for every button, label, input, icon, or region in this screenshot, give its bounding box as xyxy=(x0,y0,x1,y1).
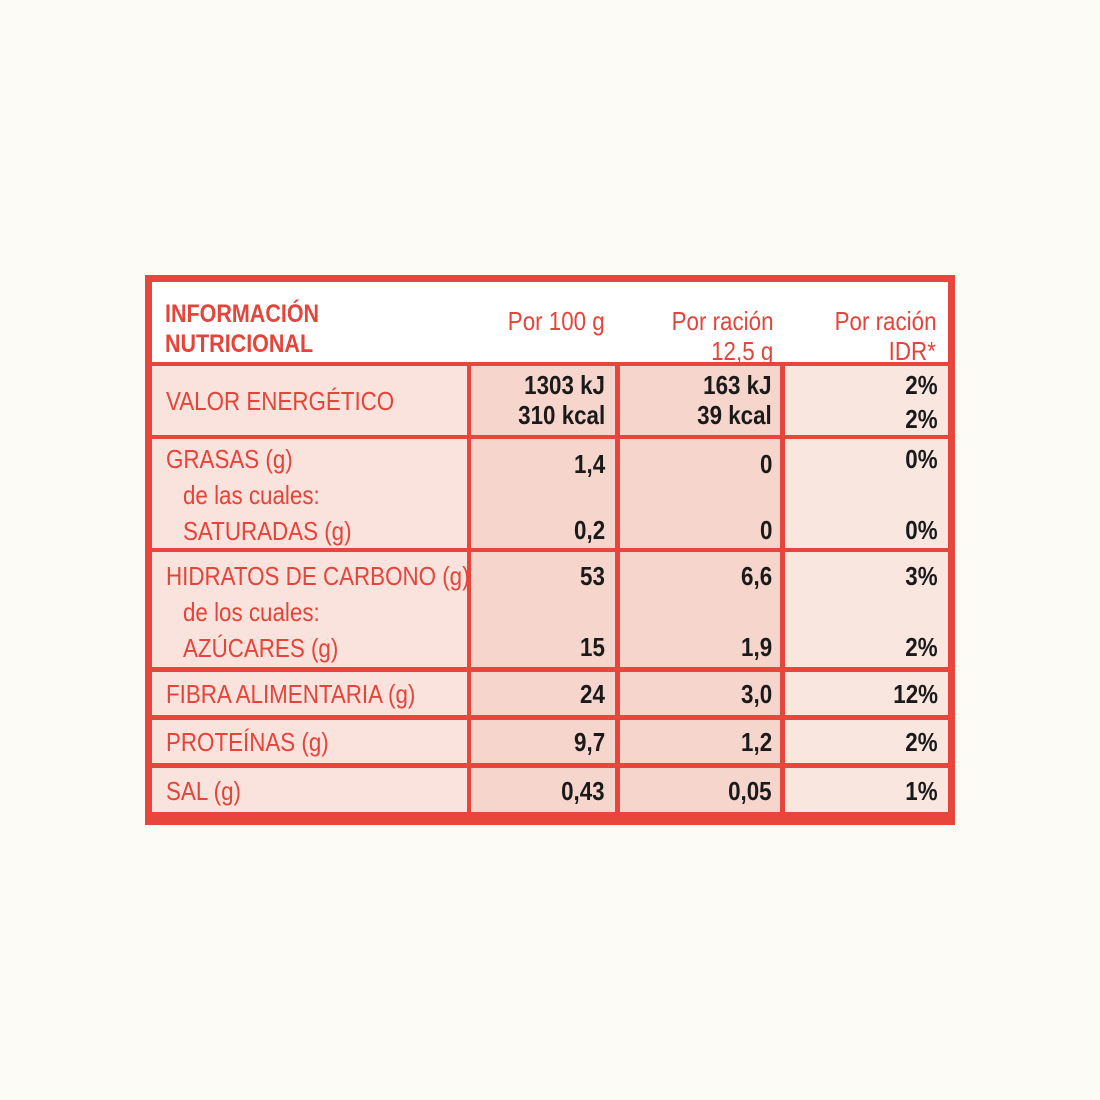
row-protein-idr-cell: 2% xyxy=(785,720,948,763)
row-salt-idr-cell: 1% xyxy=(785,768,948,812)
row-carbs-per100-cell: 53 15 xyxy=(471,552,615,667)
row-energy-per100-kcal: 310 kcal xyxy=(517,400,605,430)
row-salt-portion: 0,05 xyxy=(728,776,772,806)
row-energy-per100-cell: 1303 kJ 310 kcal xyxy=(471,366,615,435)
header-title-line1: INFORMACIÓN xyxy=(165,300,320,328)
row-carbs-label-cell: HIDRATOS DE CARBONO (g) de los cuales: A… xyxy=(152,552,470,667)
header-col-per100-cell: Por 100 g xyxy=(467,282,617,362)
row-carbs-label: HIDRATOS DE CARBONO (g) xyxy=(166,561,470,591)
header-col-per100: Por 100 g xyxy=(508,306,605,336)
row-carbs-sub-intro: de los cuales: xyxy=(183,597,320,627)
row-carbs-sub-portion: 1,9 xyxy=(740,632,772,662)
row-carbs-portion-cell: 6,6 1,9 xyxy=(620,552,780,667)
row-energy-label: VALOR ENERGÉTICO xyxy=(166,386,395,416)
row-salt-idr: 1% xyxy=(905,776,938,806)
header-col-idr-line1: Por ración xyxy=(834,306,936,336)
row-fat-sub-label: SATURADAS (g) xyxy=(183,516,352,546)
row-energy-idr-kj: 2% xyxy=(905,370,938,400)
row-fiber-portion-cell: 3,0 xyxy=(620,672,780,715)
row-protein-per100: 9,7 xyxy=(573,727,605,757)
row-energy-per100-kj: 1303 kJ xyxy=(524,370,605,400)
row-fiber-idr: 12% xyxy=(893,679,938,709)
row-energy-label-cell: VALOR ENERGÉTICO xyxy=(152,366,467,435)
row-carbs-sub-per100: 15 xyxy=(580,632,605,662)
row-fat-sub-portion: 0 xyxy=(759,515,772,545)
row-fat-label: GRASAS (g) xyxy=(166,444,293,474)
row-fiber-per100: 24 xyxy=(580,679,605,709)
row-salt-label-cell: SAL (g) xyxy=(152,768,467,812)
row-protein-idr: 2% xyxy=(905,727,938,757)
row-fat-per100: 1,4 xyxy=(573,449,605,479)
row-fiber-per100-cell: 24 xyxy=(471,672,615,715)
header-title-line2: NUTRICIONAL xyxy=(165,330,314,358)
row-carbs-sub-idr: 2% xyxy=(905,632,938,662)
header-col-idr-line2: IDR* xyxy=(888,336,936,366)
row-fiber-idr-cell: 12% xyxy=(785,672,948,715)
row-fiber-portion: 3,0 xyxy=(740,679,772,709)
row-protein-label-cell: PROTEÍNAS (g) xyxy=(152,720,467,763)
row-protein-portion-cell: 1,2 xyxy=(620,720,780,763)
row-fiber-label-cell: FIBRA ALIMENTARIA (g) xyxy=(152,672,467,715)
row-energy-idr-kcal: 2% xyxy=(905,404,938,434)
row-protein-portion: 1,2 xyxy=(740,727,772,757)
row-energy-portion-kj: 163 kJ xyxy=(703,370,772,400)
row-protein-label: PROTEÍNAS (g) xyxy=(166,727,329,757)
row-energy-idr-cell: 2% 2% xyxy=(785,366,948,435)
row-fat-sub-idr: 0% xyxy=(905,515,938,545)
row-carbs-per100: 53 xyxy=(580,561,605,591)
row-fat-portion: 0 xyxy=(759,449,772,479)
row-salt-per100: 0,43 xyxy=(561,776,605,806)
row-fiber-label: FIBRA ALIMENTARIA (g) xyxy=(166,679,416,709)
row-carbs-sub-label: AZÚCARES (g) xyxy=(183,633,339,663)
header-col-portion-line1: Por ración xyxy=(671,306,773,336)
row-fat-idr: 0% xyxy=(905,444,938,474)
header-col-portion-line2: 12,5 g xyxy=(710,336,773,366)
row-salt-label: SAL (g) xyxy=(166,776,241,806)
row-fat-per100-cell: 1,4 0,2 xyxy=(471,439,615,548)
row-fat-sub-per100: 0,2 xyxy=(573,515,605,545)
row-fat-idr-cell: 0% 0% xyxy=(785,439,948,548)
row-salt-portion-cell: 0,05 xyxy=(620,768,780,812)
row-salt-per100-cell: 0,43 xyxy=(471,768,615,812)
row-carbs-idr-cell: 3% 2% xyxy=(785,552,948,667)
row-energy-portion-cell: 163 kJ 39 kcal xyxy=(620,366,780,435)
row-fat-portion-cell: 0 0 xyxy=(620,439,780,548)
row-protein-per100-cell: 9,7 xyxy=(471,720,615,763)
row-carbs-portion: 6,6 xyxy=(740,561,772,591)
row-carbs-idr: 3% xyxy=(905,561,938,591)
row-fat-sub-intro: de las cuales: xyxy=(183,480,320,510)
row-fat-label-cell: GRASAS (g) de las cuales: SATURADAS (g) xyxy=(152,439,467,548)
nutrition-table: INFORMACIÓN NUTRICIONAL Por 100 g Por ra… xyxy=(145,275,955,825)
header-title-cell: INFORMACIÓN NUTRICIONAL xyxy=(152,282,467,362)
row-energy-portion-kcal: 39 kcal xyxy=(697,400,772,430)
header-col-portion-cell: Por ración 12,5 g xyxy=(617,282,783,366)
header-col-idr-cell: Por ración IDR* xyxy=(783,282,948,366)
